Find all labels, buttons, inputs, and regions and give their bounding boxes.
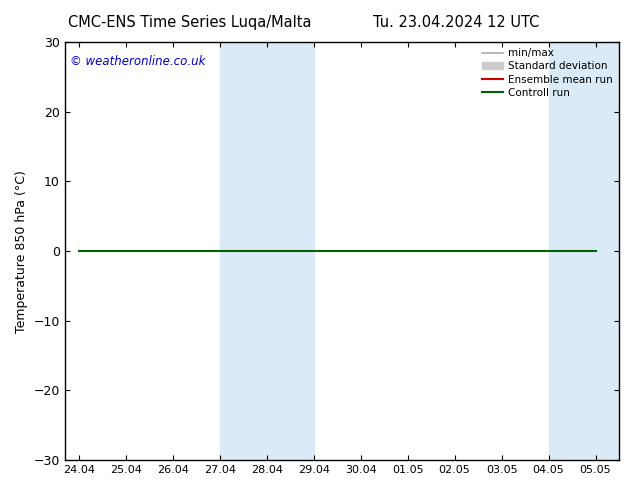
Text: CMC-ENS Time Series Luqa/Malta: CMC-ENS Time Series Luqa/Malta: [68, 15, 312, 30]
Y-axis label: Temperature 850 hPa (°C): Temperature 850 hPa (°C): [15, 170, 28, 333]
Legend: min/max, Standard deviation, Ensemble mean run, Controll run: min/max, Standard deviation, Ensemble me…: [478, 44, 617, 102]
Bar: [548, 42, 619, 460]
Text: Tu. 23.04.2024 12 UTC: Tu. 23.04.2024 12 UTC: [373, 15, 540, 30]
Bar: [220, 42, 314, 460]
Text: © weatheronline.co.uk: © weatheronline.co.uk: [70, 54, 205, 68]
